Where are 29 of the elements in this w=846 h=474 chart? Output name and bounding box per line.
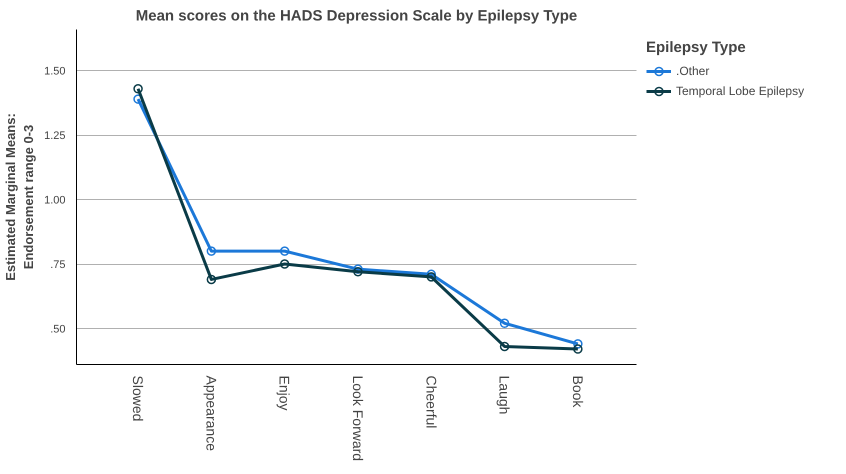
point xyxy=(426,270,436,280)
point xyxy=(133,84,143,94)
y-tick-label: 1.25 xyxy=(44,130,66,142)
x-tick-label: Look Forward xyxy=(350,376,366,462)
y-tick-label: 1.00 xyxy=(44,194,66,207)
point xyxy=(206,246,216,256)
point xyxy=(573,339,583,349)
x-tick-label: Laugh xyxy=(496,376,513,414)
legend-title: Epilepsy Type xyxy=(646,39,747,56)
x-tick-label: Cheerful xyxy=(423,376,440,428)
y-tick-label: 1.50 xyxy=(44,66,66,78)
y-tick-label: .50 xyxy=(50,323,66,336)
point xyxy=(280,246,290,256)
point xyxy=(500,342,510,352)
x-tick-label: Slowed xyxy=(130,376,146,422)
point xyxy=(206,274,216,284)
x-tick-label: Book xyxy=(570,376,586,408)
point xyxy=(500,318,510,328)
legend-label: Temporal Lobe Epilepsy xyxy=(676,84,804,98)
point xyxy=(426,272,436,282)
x-tick-label: Appearance xyxy=(203,376,220,452)
chart-title: Mean scores on the HADS Depression Scale by Epilepsy Type xyxy=(136,8,578,24)
legend-label: .Other xyxy=(676,64,710,78)
point xyxy=(280,259,290,269)
x-tick-label: Enjoy xyxy=(276,376,293,411)
y-tick-label: .75 xyxy=(50,259,66,271)
y-axis-title: Estimated Marginal Means: Endorsement range 0-3 xyxy=(3,113,36,281)
point xyxy=(573,344,583,354)
point xyxy=(353,266,363,276)
